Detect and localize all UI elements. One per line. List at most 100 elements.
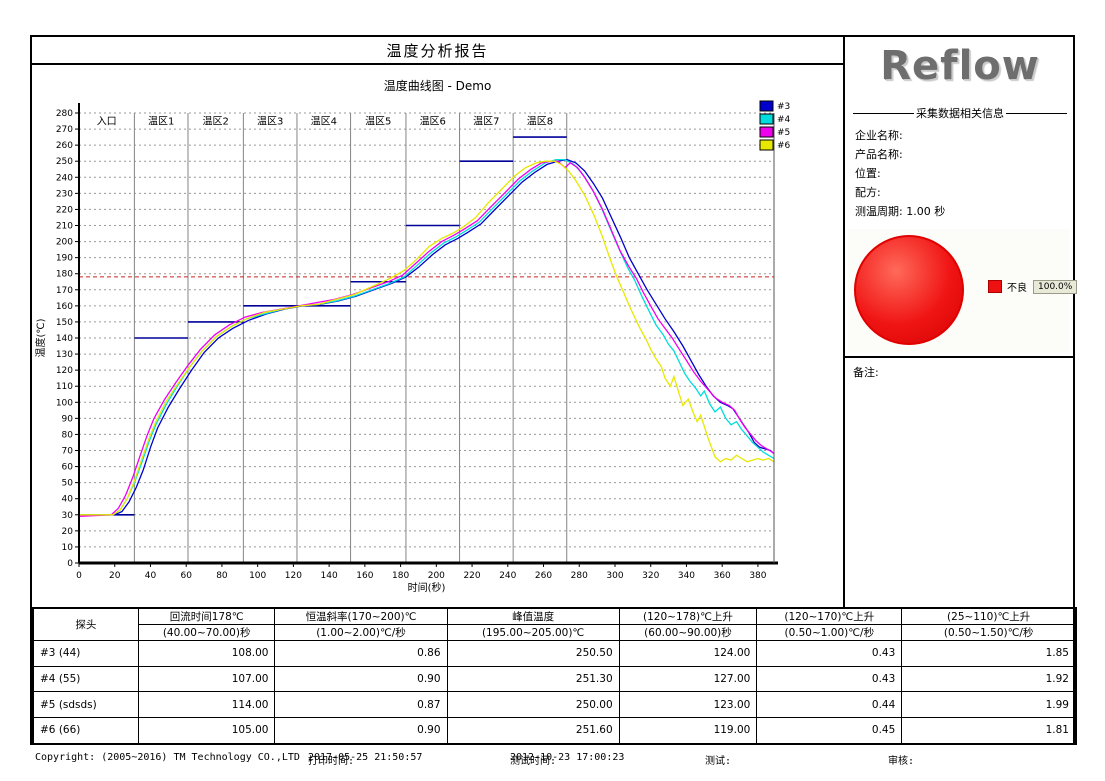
- y-tick-label: 250: [56, 157, 73, 167]
- value-cell: 124.00: [618, 640, 758, 667]
- info-fields: 企业名称: 产品名称: 位置: 配方: 测温周期: 1.00 秒: [855, 125, 1069, 220]
- pie-legend-swatch: [988, 280, 1002, 293]
- zone-label: 温区6: [420, 115, 446, 127]
- x-tick-label: 160: [356, 571, 373, 581]
- zone-label: 温区5: [365, 115, 391, 127]
- table-row: #5 (sdsds) 114.00 0.87 250.00 123.00 0.44 1.99: [32, 691, 1077, 718]
- table-header-cell: (25~110)℃上升: [901, 607, 1077, 625]
- zone-label: 温区4: [311, 115, 337, 127]
- value-cell: 114.00: [137, 691, 276, 718]
- y-tick-label: 90: [62, 414, 74, 424]
- value-cell: 119.00: [618, 716, 758, 745]
- legend-label-#5: #5: [777, 128, 790, 138]
- value-cell: 251.30: [446, 665, 620, 693]
- y-tick-label: 220: [56, 205, 73, 215]
- table-row: #4 (55) 107.00 0.90 251.30 127.00 0.43 1.92: [32, 665, 1077, 693]
- x-tick-label: 260: [535, 571, 552, 581]
- table-header-range-cell: (40.00~70.00)秒: [137, 624, 276, 641]
- y-tick-label: 20: [62, 527, 74, 537]
- y-tick-label: 130: [56, 350, 73, 360]
- value-cell: 0.43: [756, 640, 903, 667]
- value-cell: 1.81: [901, 716, 1077, 745]
- pie-panel: 不良 100.0%: [848, 229, 1078, 353]
- value-cell: 0.87: [274, 691, 448, 718]
- y-tick-label: 30: [62, 511, 74, 521]
- probe-cell: #5 (sdsds): [32, 691, 139, 718]
- legend-swatch-#5: [759, 126, 774, 138]
- y-tick-label: 200: [56, 238, 73, 248]
- remarks-label: 备注:: [853, 366, 879, 379]
- info-header: 采集数据相关信息: [853, 105, 1067, 121]
- x-tick-label: 200: [428, 571, 445, 581]
- info-field-value: 1.00 秒: [902, 205, 946, 218]
- value-cell: 127.00: [618, 665, 758, 693]
- value-cell: 0.43: [756, 665, 903, 693]
- x-tick-label: 60: [180, 571, 192, 581]
- pie-chart: [854, 235, 964, 345]
- reflow-logo: Reflow: [880, 43, 1040, 89]
- rule-left: [853, 112, 914, 114]
- table-row: #6 (66) 105.00 0.90 251.60 119.00 0.45 1.81: [32, 716, 1077, 745]
- table-header-range-cell: (1.00~2.00)℃/秒: [274, 624, 448, 641]
- pie-legend-label: 不良: [1007, 283, 1027, 294]
- series-line-#6: [79, 160, 775, 516]
- value-cell: 0.90: [274, 716, 448, 745]
- x-tick-label: 360: [714, 571, 731, 581]
- print-time-label: 打印时间:: [308, 756, 355, 767]
- info-field: 测温周期: 1.00 秒: [855, 204, 1069, 220]
- side-divider: [845, 356, 1075, 358]
- zone-label: 温区8: [527, 115, 553, 127]
- y-tick-label: 100: [56, 398, 73, 408]
- value-cell: 0.45: [756, 716, 903, 745]
- info-field-label: 位置:: [855, 167, 881, 180]
- temperature-line-chart: 入口 温区1 温区2 温区3 温区4 温区5 温区6 温区7 温区8 0 10 20 30 40 50 60 7…: [34, 100, 791, 594]
- x-tick-label: 120: [285, 571, 302, 581]
- probe-cell: #4 (55): [32, 665, 139, 693]
- y-tick-label: 260: [56, 141, 73, 151]
- table-header-cell: 峰值温度: [446, 607, 620, 625]
- y-axis-title: 温度(℃): [34, 318, 47, 357]
- info-field-label: 企业名称:: [855, 129, 903, 142]
- rule-right: [1006, 112, 1067, 114]
- x-tick-label: 20: [109, 571, 121, 581]
- y-tick-label: 110: [56, 382, 73, 392]
- table-row: #3 (44) 108.00 0.86 250.50 124.00 0.43 1.85: [32, 640, 1077, 667]
- value-cell: 1.85: [901, 640, 1077, 667]
- chart-section: 温度分析报告 温度曲线图 - Demo 入口 温区1 温区2 温区3 温区4 温区5 温区6…: [32, 37, 845, 607]
- probe-cell: #6 (66): [32, 716, 139, 745]
- x-tick-label: 180: [392, 571, 409, 581]
- table-header-cell: 恒温斜率(170~200)℃: [274, 607, 448, 625]
- value-cell: 108.00: [137, 640, 276, 667]
- chart-subtitle: 温度曲线图 - Demo: [383, 79, 492, 93]
- test-time-value: 2012-10-23 17:00:23: [510, 752, 625, 763]
- value-cell: 123.00: [618, 691, 758, 718]
- table-header-range-cell: (0.50~1.00)℃/秒: [756, 624, 903, 641]
- y-tick-label: 0: [67, 559, 73, 569]
- table-header-range-cell: (0.50~1.50)℃/秒: [901, 624, 1077, 641]
- x-axis-title: 时间(秒): [408, 581, 446, 594]
- y-tick-label: 190: [56, 254, 73, 264]
- value-cell: 1.92: [901, 665, 1077, 693]
- y-tick-label: 210: [56, 222, 73, 232]
- table-header-cell: (120~178)℃上升: [618, 607, 758, 625]
- info-header-label: 采集数据相关信息: [916, 107, 1004, 120]
- series-line-#5: [78, 160, 775, 518]
- y-tick-label: 160: [56, 302, 73, 312]
- x-tick-label: 320: [642, 571, 659, 581]
- print-time-value: 2017-05-25 21:50:57: [308, 752, 423, 763]
- value-cell: 105.00: [137, 716, 276, 745]
- value-cell: 107.00: [137, 665, 276, 693]
- y-tick-label: 50: [62, 479, 74, 489]
- value-cell: 0.90: [274, 665, 448, 693]
- pie-legend-value: 100.0%: [1033, 279, 1078, 294]
- y-tick-label: 270: [56, 125, 73, 135]
- legend-swatch-#3: [759, 100, 774, 112]
- legend-swatch-#4: [759, 113, 774, 125]
- report-page: 温度分析报告 温度曲线图 - Demo 入口 温区1 温区2 温区3 温区4 温区5 温区6…: [30, 35, 1078, 745]
- x-tick-label: 300: [606, 571, 623, 581]
- info-field: 企业名称:: [855, 128, 1069, 144]
- y-tick-label: 230: [56, 189, 73, 199]
- x-tick-label: 340: [678, 571, 695, 581]
- y-tick-label: 180: [56, 270, 73, 280]
- footer: Copyright: (2005~2016) TM Technology CO.…: [0, 752, 1105, 772]
